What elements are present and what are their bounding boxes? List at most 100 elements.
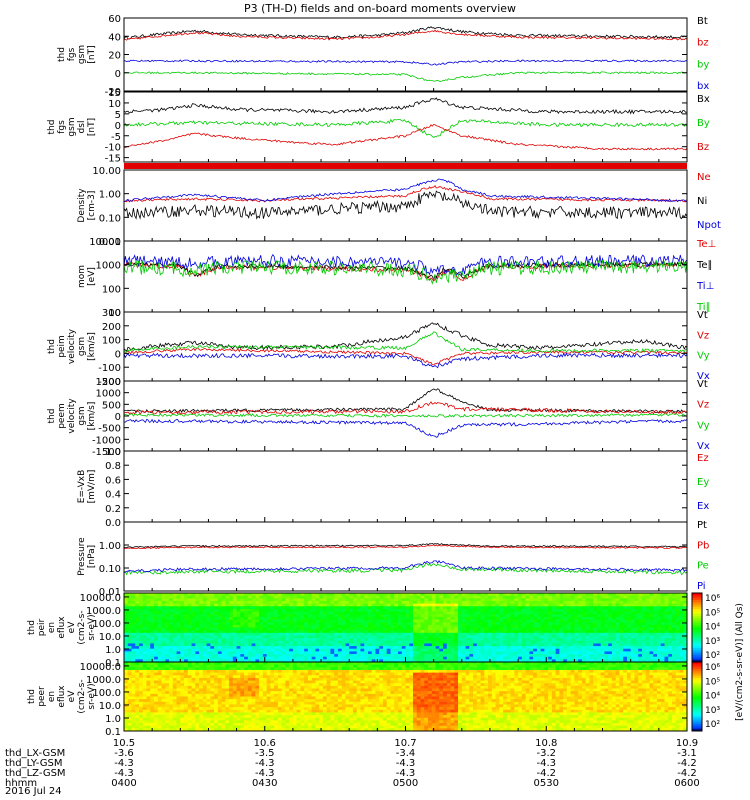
heatmap-cell [124, 638, 129, 642]
heatmap-cell [285, 593, 290, 597]
heatmap-cell [397, 659, 403, 663]
heatmap-cell [165, 709, 170, 713]
heatmap-cell [533, 640, 538, 644]
heatmap-cell [574, 646, 579, 650]
heatmap-cell [176, 728, 181, 732]
heatmap-cell [206, 600, 211, 605]
heatmap-cell [135, 630, 140, 634]
heatmap-cell [244, 648, 249, 652]
heatmap-cell [281, 638, 286, 642]
heatmap-cell [480, 624, 485, 628]
heatmap-cell [300, 593, 305, 597]
heatmap-cell [169, 600, 174, 605]
heatmap-cell [251, 643, 256, 647]
heatmap-cell [184, 696, 189, 700]
heatmap-cell [679, 619, 684, 623]
heatmap-cell [503, 632, 508, 636]
heatmap-cell [345, 640, 350, 644]
heatmap-cell [405, 600, 410, 605]
heatmap-cell [195, 622, 200, 626]
heatmap-cell [184, 715, 189, 719]
heatmap-cell [142, 646, 147, 650]
heatmap-cell [187, 672, 192, 676]
heatmap-cell [679, 598, 684, 602]
heatmap-cell [281, 648, 286, 652]
heatmap-cell [292, 643, 298, 647]
heatmap-cell [127, 688, 132, 692]
heatmap-cell [499, 606, 504, 610]
heatmap-cell [277, 627, 283, 631]
heatmap-cell [322, 635, 328, 639]
heatmap-cell [300, 616, 305, 620]
heatmap-cell [124, 646, 129, 650]
heatmap-cell [630, 632, 635, 636]
heatmap-cell [473, 656, 478, 660]
heatmap-cell [289, 593, 294, 597]
heatmap-cell [146, 619, 151, 623]
heatmap-cell [480, 614, 485, 618]
heatmap-cell [514, 619, 519, 623]
heatmap-cell [172, 704, 177, 708]
heatmap-cell [191, 656, 196, 660]
heatmap-cell [394, 593, 399, 597]
heatmap-cell [150, 667, 155, 671]
heatmap-cell [127, 595, 132, 599]
heatmap-cell [150, 606, 155, 610]
heatmap-cell [367, 595, 373, 599]
heatmap-cell [465, 624, 470, 628]
heatmap-cell [142, 651, 147, 655]
heatmap-cell [551, 648, 557, 652]
heatmap-cell [139, 606, 144, 610]
heatmap-cell [671, 616, 677, 620]
heatmap-cell [570, 643, 575, 647]
heatmap-cell [135, 696, 140, 700]
heatmap-cell [397, 624, 403, 628]
heatmap-cell [161, 635, 166, 639]
heatmap-cell [420, 632, 425, 636]
heatmap-cell [364, 656, 369, 660]
heatmap-cell [217, 593, 222, 597]
heatmap-cell [146, 624, 151, 628]
heatmap-cell [131, 630, 136, 634]
heatmap-cell [611, 614, 617, 618]
y-axis-label-line: [nPa] [87, 545, 97, 568]
heatmap-cell [563, 659, 568, 663]
heatmap-cell [664, 630, 669, 634]
heatmap-cell [518, 603, 523, 607]
heatmap-cell [150, 720, 155, 724]
heatmap-cell [450, 630, 455, 634]
heatmap-cell [172, 691, 177, 695]
heatmap-cell [184, 656, 189, 660]
heatmap-cell [454, 624, 459, 628]
heatmap-cell [679, 595, 684, 599]
heatmap-cell [169, 611, 174, 615]
heatmap-cell [131, 707, 136, 711]
heatmap-cell [439, 593, 444, 597]
heatmap-cell [645, 640, 650, 644]
heatmap-cell [548, 598, 553, 602]
heatmap-cell [214, 701, 219, 705]
heatmap-cell [683, 593, 688, 597]
heatmap-cell [416, 632, 421, 636]
heatmap-cell [146, 630, 151, 634]
heatmap-cell [585, 595, 590, 599]
heatmap-cell [480, 616, 485, 620]
heatmap-cell [367, 654, 373, 658]
heatmap-cell [641, 648, 647, 652]
heatmap-cell [285, 643, 290, 647]
heatmap-cell [157, 627, 162, 631]
heatmap-cell [244, 614, 249, 618]
heatmap-cell [390, 651, 395, 655]
heatmap-cell [281, 595, 286, 599]
heatmap-cell [334, 624, 339, 628]
heatmap-cell [454, 608, 459, 612]
heatmap-cell [431, 635, 436, 639]
heatmap-cell [574, 656, 579, 660]
heatmap-cell [450, 603, 455, 607]
heatmap-cell [656, 622, 662, 626]
heatmap-cell [578, 619, 583, 623]
heatmap-cell [277, 659, 283, 663]
heatmap-cell [191, 717, 196, 721]
heatmap-cell [664, 600, 669, 605]
